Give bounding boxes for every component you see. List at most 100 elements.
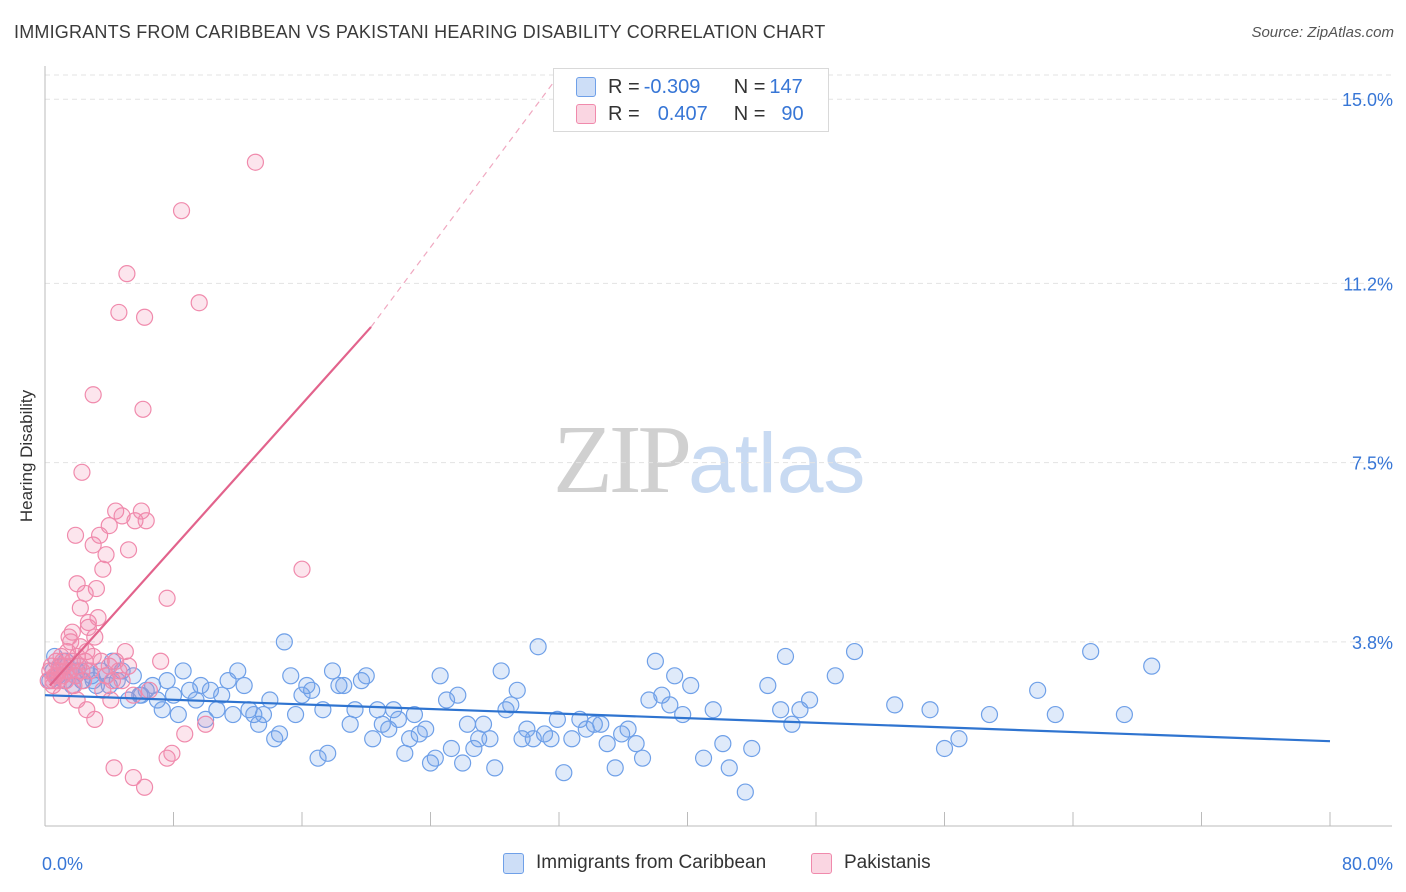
caribbean-point bbox=[213, 686, 231, 704]
caribbean-point bbox=[481, 730, 499, 748]
pakistani-point bbox=[84, 386, 102, 404]
caribbean-point bbox=[261, 691, 279, 709]
caribbean-point bbox=[694, 749, 713, 767]
source-label: Source: ZipAtlas.com bbox=[1251, 24, 1394, 41]
caribbean-point bbox=[585, 715, 603, 733]
pakistani-point bbox=[84, 647, 102, 666]
caribbean-point bbox=[606, 759, 624, 777]
caribbean-point bbox=[330, 676, 348, 695]
pakistani-point bbox=[176, 725, 194, 743]
watermark-zip: ZIP bbox=[553, 406, 692, 514]
caribbean-point bbox=[303, 681, 321, 699]
caribbean-point bbox=[598, 735, 616, 753]
pakistani-point bbox=[137, 512, 155, 530]
pakistani-point bbox=[158, 589, 176, 607]
caribbean-point bbox=[417, 720, 435, 738]
caribbean-point bbox=[275, 633, 293, 651]
caribbean-point bbox=[666, 667, 684, 685]
caribbean-point bbox=[192, 676, 210, 695]
caribbean-point bbox=[486, 759, 504, 777]
caribbean-point bbox=[197, 710, 215, 729]
pakistani-point bbox=[60, 628, 78, 646]
caribbean-point bbox=[208, 701, 226, 719]
caribbean-point bbox=[518, 720, 536, 738]
pakistani-point bbox=[124, 768, 142, 787]
x-tick-label: 80.0% bbox=[1342, 854, 1393, 874]
series-label-pakistanis: Pakistanis bbox=[844, 852, 931, 873]
legend-swatch-caribbean bbox=[576, 77, 596, 97]
pakistani-point bbox=[163, 744, 181, 762]
caribbean-point bbox=[1082, 642, 1100, 661]
legend-r-label: R = bbox=[608, 75, 640, 98]
caribbean-point bbox=[341, 715, 359, 733]
pakistani-point bbox=[135, 778, 154, 796]
series-legend-pakistanis[interactable]: Pakistanis bbox=[811, 852, 931, 874]
pakistani-point bbox=[110, 662, 128, 680]
series-legend-caribbean[interactable]: Immigrants from Caribbean bbox=[503, 852, 766, 874]
pakistani-point bbox=[97, 546, 115, 564]
pakistani-point bbox=[47, 667, 65, 685]
legend-n-value: 147 bbox=[769, 75, 803, 98]
caribbean-point bbox=[174, 662, 192, 680]
caribbean-point bbox=[886, 696, 904, 714]
pakistani-point bbox=[73, 463, 91, 481]
caribbean-point bbox=[640, 691, 658, 709]
caribbean-point bbox=[759, 676, 777, 695]
pakistani-point bbox=[134, 400, 152, 418]
caribbean-point bbox=[619, 720, 637, 738]
caribbean-point bbox=[384, 701, 403, 719]
caribbean-point bbox=[421, 754, 440, 772]
caribbean-point bbox=[401, 730, 419, 748]
caribbean-point bbox=[426, 749, 444, 767]
caribbean-point bbox=[772, 701, 790, 719]
caribbean-point bbox=[633, 749, 652, 767]
pakistani-point bbox=[76, 584, 94, 603]
caribbean-point bbox=[714, 735, 732, 753]
caribbean-point bbox=[682, 676, 700, 695]
caribbean-point bbox=[364, 730, 382, 748]
pakistani-point bbox=[50, 662, 69, 680]
caribbean-point bbox=[319, 744, 337, 762]
caribbean-point bbox=[224, 705, 242, 724]
pakistani-point bbox=[102, 691, 120, 709]
y-tick-label: 7.5% bbox=[1352, 454, 1393, 474]
caribbean-point bbox=[950, 730, 968, 748]
pakistani-point bbox=[118, 265, 136, 283]
caribbean-point bbox=[254, 705, 273, 724]
caribbean-point bbox=[674, 705, 692, 724]
caribbean-point bbox=[454, 754, 472, 772]
series-swatch-pakistanis bbox=[811, 852, 832, 874]
x-tick-label: 0.0% bbox=[42, 854, 83, 874]
caribbean-point bbox=[357, 667, 375, 685]
pakistani-point bbox=[86, 710, 104, 729]
caribbean-point bbox=[449, 686, 467, 704]
caribbean-point bbox=[646, 652, 664, 670]
caribbean-point bbox=[1115, 705, 1134, 724]
caribbean-point bbox=[180, 681, 199, 699]
pakistani-point bbox=[63, 623, 81, 641]
y-tick-label: 3.8% bbox=[1352, 633, 1393, 653]
caribbean-trend-line bbox=[44, 694, 1331, 743]
legend-n-label: N = bbox=[733, 75, 766, 98]
caribbean-point bbox=[563, 730, 581, 748]
caribbean-point bbox=[555, 764, 573, 782]
pakistani-point bbox=[58, 642, 77, 661]
pakistani-point bbox=[140, 681, 159, 699]
caribbean-point bbox=[800, 691, 819, 709]
pakistani-point bbox=[94, 560, 112, 578]
caribbean-point bbox=[465, 739, 483, 758]
pakistani-point bbox=[158, 749, 176, 767]
pakistani-point bbox=[71, 599, 89, 617]
pakistani-point bbox=[190, 294, 208, 312]
legend-r-value: 0.407 bbox=[657, 102, 708, 125]
legend-row-pakistanis: R = 0.407 N = 90 bbox=[576, 100, 804, 128]
caribbean-point bbox=[497, 701, 515, 719]
caribbean-point bbox=[309, 749, 327, 767]
pakistani-point bbox=[152, 652, 170, 670]
series-label-caribbean: Immigrants from Caribbean bbox=[536, 852, 767, 873]
caribbean-point bbox=[743, 739, 761, 758]
caribbean-point bbox=[286, 705, 305, 724]
caribbean-point bbox=[235, 676, 253, 695]
watermark: ZIPatlas bbox=[553, 402, 865, 516]
pakistani-point bbox=[124, 686, 142, 704]
